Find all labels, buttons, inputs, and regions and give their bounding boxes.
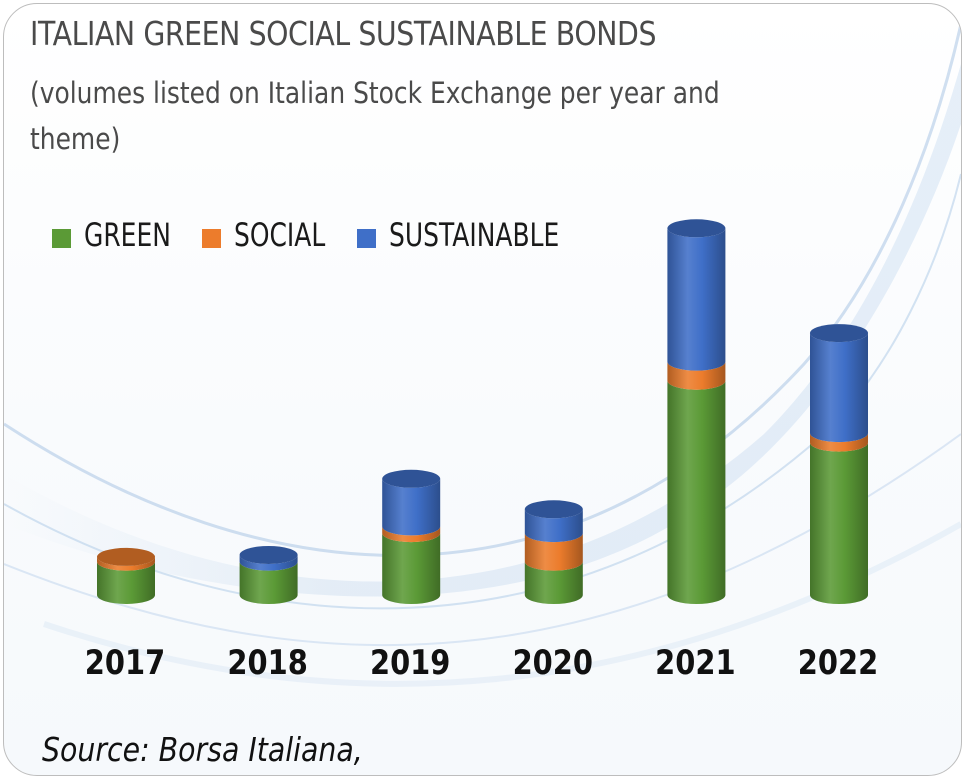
bar-green-2021 xyxy=(667,380,726,604)
x-tick-label-2022: 2022 xyxy=(798,644,878,683)
bar-cap-2019 xyxy=(382,469,441,488)
x-tick-label-2018: 2018 xyxy=(227,644,307,683)
chart-title: ITALIAN GREEN SOCIAL SUSTAINABLE BONDS xyxy=(30,14,657,53)
bar-social-2017 xyxy=(97,556,155,571)
bar-green-2020 xyxy=(524,561,583,604)
legend-label-social: SOCIAL xyxy=(234,216,326,254)
bar-cap-2018 xyxy=(239,545,298,564)
bar-cap-2017 xyxy=(97,547,155,566)
bar-green-2022 xyxy=(810,442,868,604)
bar-social-2020 xyxy=(524,533,583,571)
bar-green-2017 xyxy=(97,561,155,604)
bar-sustainable-2022 xyxy=(810,333,868,443)
legend-swatch-green xyxy=(52,229,71,248)
legend-swatch-social xyxy=(202,229,221,248)
x-tick-label-2019: 2019 xyxy=(370,644,450,683)
bar-sustainable-2020 xyxy=(524,509,583,543)
bar-social-2019 xyxy=(382,526,441,543)
bar-sustainable-2019 xyxy=(382,478,441,536)
plot-area: 2017 2018 2019 2020 2021 2022 xyxy=(85,219,878,683)
legend-swatch-sustainable xyxy=(357,229,376,248)
bar-cap-2021 xyxy=(667,219,726,238)
chart-subtitle: (volumes listed on Italian Stock Exchang… xyxy=(30,76,720,156)
bar-cap-2020 xyxy=(524,500,583,519)
bar-social-2022 xyxy=(810,433,868,452)
x-tick-label-2020: 2020 xyxy=(513,644,593,683)
bar-cap-2022 xyxy=(810,324,868,343)
bar-green-2019 xyxy=(382,533,441,604)
bar-sustainable-2018 xyxy=(239,554,298,571)
chart-card: ITALIAN GREEN SOCIAL SUSTAINABLE BONDS (… xyxy=(3,3,962,776)
x-tick-label-2017: 2017 xyxy=(85,644,165,683)
bar-green-2018 xyxy=(239,561,298,604)
legend-label-sustainable: SUSTAINABLE xyxy=(389,216,560,254)
bar-sustainable-2021 xyxy=(667,228,726,371)
bar-social-2021 xyxy=(667,361,726,390)
x-tick-label-2021: 2021 xyxy=(655,644,735,683)
source-note: Source: Borsa Italiana, xyxy=(42,730,363,769)
legend-label-green: GREEN xyxy=(84,216,171,254)
